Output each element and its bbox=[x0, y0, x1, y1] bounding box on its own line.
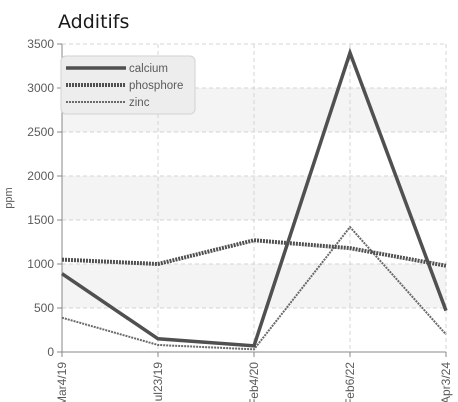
x-tick-label: Feb6/22 bbox=[343, 362, 357, 402]
x-tick-label: Apr3/24 bbox=[439, 362, 453, 402]
x-tick-label: Mar4/19 bbox=[55, 362, 69, 402]
y-axis-ticks: 0 500 1000 1500 2000 2500 3000 3500 bbox=[27, 37, 62, 359]
x-axis-ticks: Mar4/19 Jul23/19 Feb4/20 Feb6/22 Apr3/24 bbox=[55, 352, 453, 402]
chart-title: Additifs bbox=[58, 11, 130, 33]
y-axis-label: ppm bbox=[3, 187, 15, 208]
legend: calcium phosphore zinc bbox=[60, 55, 196, 115]
y-tick-label: 3000 bbox=[27, 81, 54, 95]
y-tick-label: 2500 bbox=[27, 125, 54, 139]
legend-box bbox=[60, 55, 196, 115]
y-tick-label: 1000 bbox=[27, 257, 54, 271]
x-tick-label: Jul23/19 bbox=[151, 362, 165, 402]
legend-label-phosphore: phosphore bbox=[129, 80, 183, 92]
series-lines bbox=[61, 47, 448, 351]
legend-label-zinc: zinc bbox=[129, 97, 150, 109]
grid-lines bbox=[61, 43, 447, 352]
y-tick-label: 500 bbox=[34, 301, 54, 315]
series-line-calcium bbox=[61, 47, 448, 348]
series-line-phosphore bbox=[61, 238, 447, 268]
y-tick-label: 1500 bbox=[27, 213, 54, 227]
y-tick-label: 3500 bbox=[27, 37, 54, 51]
y-tick-label: 0 bbox=[47, 345, 54, 359]
legend-label-calcium: calcium bbox=[129, 63, 168, 75]
x-tick-label: Feb4/20 bbox=[247, 362, 261, 402]
y-tick-label: 2000 bbox=[27, 169, 54, 183]
series-line-zinc bbox=[61, 225, 447, 351]
